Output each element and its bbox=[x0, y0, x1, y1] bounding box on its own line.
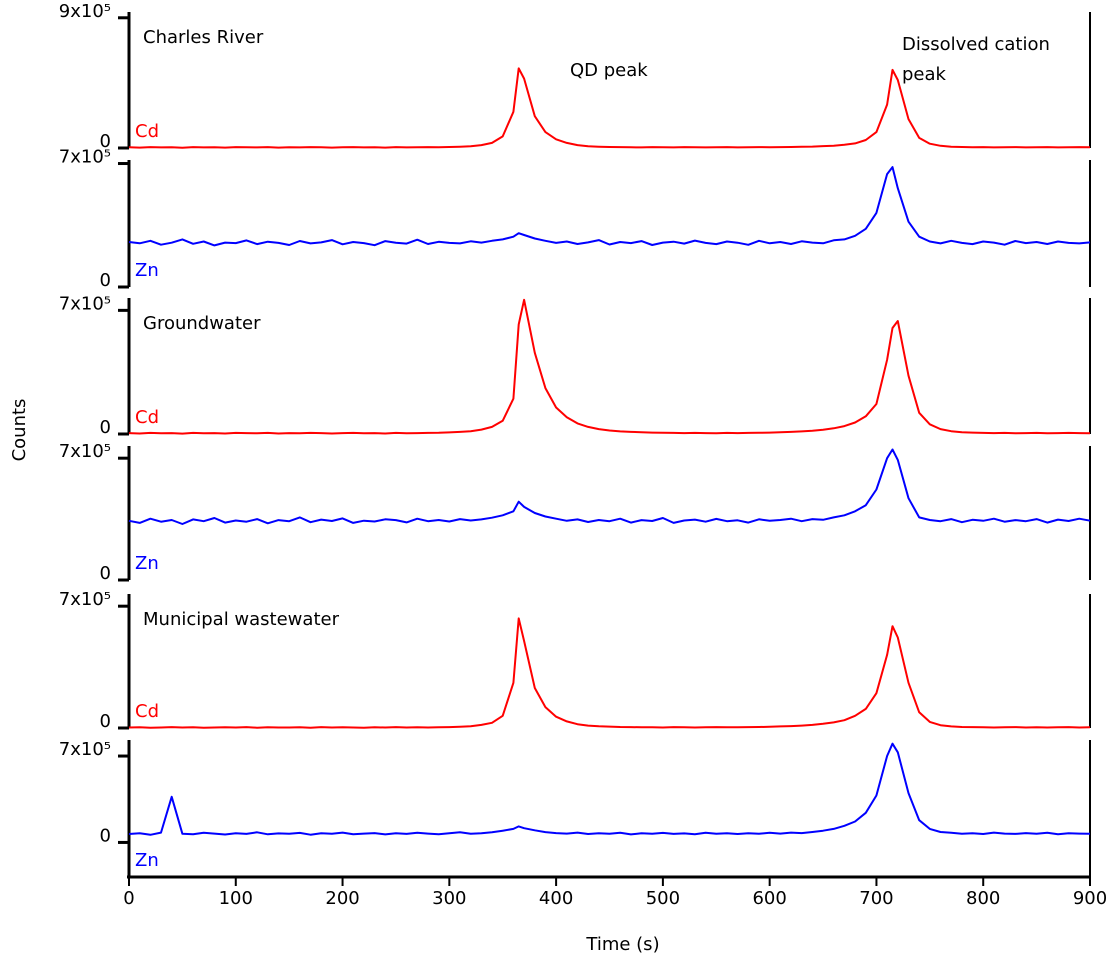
y-tick-label: 9x10⁵ bbox=[59, 1, 111, 22]
y-tick-label: 0 bbox=[100, 825, 111, 846]
x-tick-label: 200 bbox=[325, 888, 359, 909]
y-tick-label: 7x10⁵ bbox=[59, 739, 111, 760]
trace-label: Zn bbox=[135, 260, 159, 281]
trace bbox=[128, 742, 1091, 836]
trace-label: Cd bbox=[135, 121, 159, 142]
y-tick-label: 0 bbox=[100, 270, 111, 291]
trace-label: Cd bbox=[135, 407, 159, 428]
y-tick-label: 0 bbox=[100, 563, 111, 584]
y-axis-label: Counts bbox=[9, 399, 30, 462]
trace-label: Zn bbox=[135, 553, 159, 574]
trace bbox=[128, 448, 1091, 525]
annotation: QD peak bbox=[570, 60, 648, 81]
x-tick-label: 100 bbox=[219, 888, 253, 909]
x-tick-label: 800 bbox=[966, 888, 1000, 909]
y-tick-label: 7x10⁵ bbox=[59, 589, 111, 610]
trace bbox=[128, 166, 1091, 247]
annotation: Dissolved cation peak bbox=[902, 34, 1050, 85]
panel-title: Municipal wastewater bbox=[143, 609, 340, 630]
panel-title: Charles River bbox=[143, 27, 264, 48]
x-tick-label: 600 bbox=[752, 888, 786, 909]
y-tick-label: 0 bbox=[100, 711, 111, 732]
y-tick-label: 0 bbox=[100, 417, 111, 438]
trace bbox=[128, 617, 1091, 729]
x-tick-label: 500 bbox=[646, 888, 680, 909]
x-tick-label: 400 bbox=[539, 888, 573, 909]
trace-label: Cd bbox=[135, 701, 159, 722]
panel-title: Groundwater bbox=[143, 313, 261, 334]
x-tick-label: 900 bbox=[1073, 888, 1107, 909]
y-tick-label: 7x10⁵ bbox=[59, 293, 111, 314]
x-tick-label: 700 bbox=[859, 888, 893, 909]
trace-label: Zn bbox=[135, 850, 159, 871]
x-axis-label: Time (s) bbox=[585, 934, 659, 955]
trace bbox=[128, 67, 1091, 149]
y-tick-label: 7x10⁵ bbox=[59, 147, 111, 168]
x-tick-label: 0 bbox=[123, 888, 134, 909]
y-tick-label: 7x10⁵ bbox=[59, 441, 111, 462]
x-tick-label: 300 bbox=[432, 888, 466, 909]
y-tick-label: 0 bbox=[100, 131, 111, 152]
trace bbox=[128, 298, 1091, 435]
